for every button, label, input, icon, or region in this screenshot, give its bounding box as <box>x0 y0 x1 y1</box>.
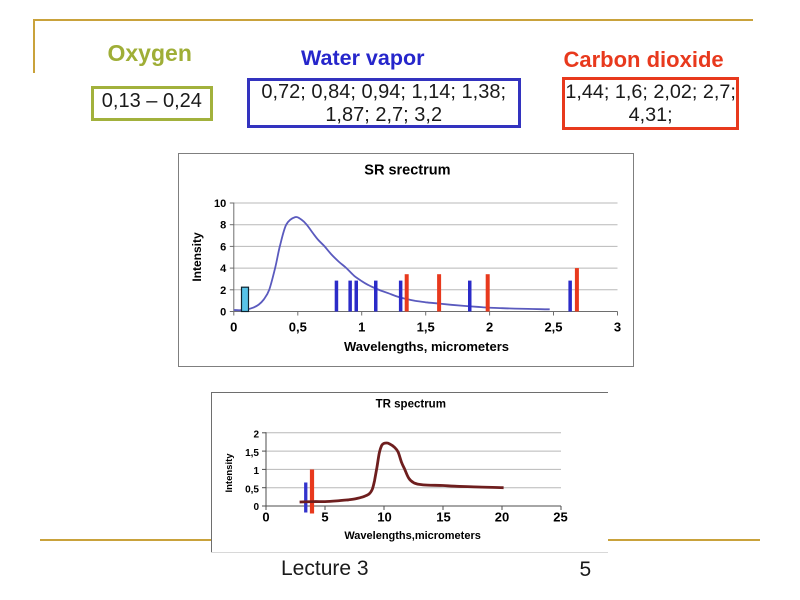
svg-text:10: 10 <box>377 510 391 525</box>
svg-text:1: 1 <box>358 320 365 335</box>
svg-text:SR srectrum: SR srectrum <box>364 163 450 179</box>
svg-text:2: 2 <box>220 285 226 297</box>
svg-text:6: 6 <box>220 241 226 253</box>
svg-text:2: 2 <box>486 320 493 335</box>
svg-text:0,5: 0,5 <box>245 484 259 495</box>
svg-text:TR spectrum: TR spectrum <box>376 399 446 411</box>
svg-text:0,5: 0,5 <box>289 320 307 335</box>
svg-text:15: 15 <box>436 510 450 525</box>
svg-text:Wavelengths,micrometers: Wavelengths,micrometers <box>344 530 481 542</box>
svg-text:0: 0 <box>262 510 269 525</box>
svg-text:Intensity: Intensity <box>190 232 204 282</box>
svg-text:25: 25 <box>553 510 567 525</box>
svg-text:10: 10 <box>214 198 226 210</box>
svg-text:4: 4 <box>220 263 227 275</box>
svg-text:2: 2 <box>253 430 259 441</box>
svg-text:Wavelengths, micrometers: Wavelengths, micrometers <box>344 339 509 354</box>
svg-text:8: 8 <box>220 220 226 232</box>
svg-text:20: 20 <box>495 510 509 525</box>
svg-text:2,5: 2,5 <box>544 320 562 335</box>
svg-text:0: 0 <box>220 307 226 319</box>
svg-text:5: 5 <box>321 510 328 525</box>
svg-text:1,5: 1,5 <box>245 448 259 459</box>
svg-text:1: 1 <box>253 466 259 477</box>
svg-text:0: 0 <box>253 502 259 513</box>
svg-text:3: 3 <box>614 320 621 335</box>
svg-text:1,5: 1,5 <box>417 320 435 335</box>
svg-text:Intensity: Intensity <box>224 453 235 493</box>
svg-text:0: 0 <box>230 320 237 335</box>
